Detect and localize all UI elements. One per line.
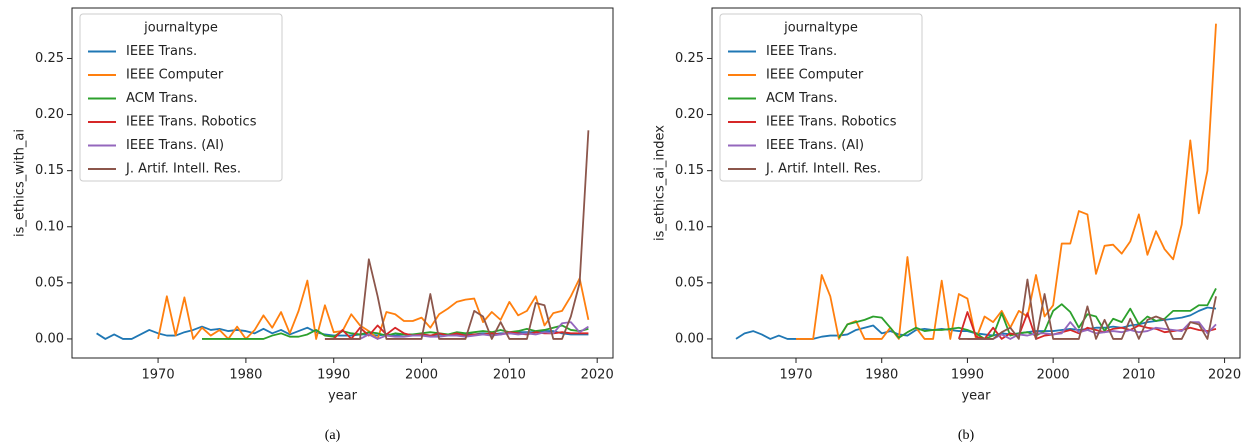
lines bbox=[96, 130, 590, 340]
legend-box bbox=[79, 13, 283, 182]
x-tick-label: 1970 bbox=[142, 368, 175, 383]
y-tick-label: 0.00 bbox=[35, 331, 64, 346]
series-line bbox=[958, 278, 1217, 340]
x-tick-label: 2000 bbox=[405, 368, 438, 383]
x-tick-label: 2020 bbox=[1208, 368, 1241, 383]
y-tick-label: 0.25 bbox=[675, 51, 704, 66]
legend-label: IEEE Trans. (AI) bbox=[126, 138, 224, 153]
x-tick-label: 2020 bbox=[581, 368, 614, 383]
legend-label: IEEE Computer bbox=[126, 68, 224, 83]
legend-label: ACM Trans. bbox=[766, 91, 838, 106]
x-tick-label: 2010 bbox=[1122, 368, 1155, 383]
y-tick-label: 0.15 bbox=[35, 163, 64, 178]
legend-label: ACM Trans. bbox=[126, 91, 198, 106]
legend-title: journaltype bbox=[783, 21, 858, 36]
legend-label: IEEE Trans. bbox=[766, 44, 837, 59]
series-line bbox=[333, 321, 589, 340]
subplot: 1970 1980 1990 2000 2010 2020 0.00 0.05 0.10 0.15… bbox=[653, 7, 1241, 443]
y-tick-label: 0.05 bbox=[35, 275, 64, 290]
y-tick-label: 0.15 bbox=[675, 163, 704, 178]
legend-label: IEEE Trans. Robotics bbox=[126, 115, 257, 130]
legend-label: IEEE Trans. Robotics bbox=[766, 115, 897, 130]
x-tick-label: 1990 bbox=[317, 368, 350, 383]
series-line bbox=[967, 321, 1217, 340]
plot-frame bbox=[71, 7, 614, 359]
series-line bbox=[157, 277, 590, 340]
x-axis-label: year bbox=[328, 389, 358, 404]
legend-label: J. Artif. Intell. Res. bbox=[125, 162, 241, 177]
caption: (a) bbox=[325, 428, 341, 443]
x-tick-label: 2010 bbox=[493, 368, 526, 383]
y-tick-label: 0.10 bbox=[35, 219, 64, 234]
series-line bbox=[324, 130, 590, 340]
subplot: 1970 1980 1990 2000 2010 2020 0.00 0.05 0.10 0.15… bbox=[13, 7, 614, 443]
series-line bbox=[796, 23, 1217, 340]
x-tick-label: 1980 bbox=[229, 368, 262, 383]
x-tick-label: 1990 bbox=[951, 368, 984, 383]
legend-label: IEEE Trans. bbox=[126, 44, 197, 59]
y-tick-label: 0.00 bbox=[675, 331, 704, 346]
series-line bbox=[201, 324, 589, 340]
y-tick-label: 0.10 bbox=[675, 219, 704, 234]
y-axis-label: is_ethics_with_ai bbox=[13, 129, 28, 237]
y-tick-label: 0.20 bbox=[35, 107, 64, 122]
legend-label: J. Artif. Intell. Res. bbox=[765, 162, 881, 177]
x-tick-label: 1970 bbox=[779, 368, 812, 383]
x-axis-label: year bbox=[961, 389, 991, 404]
y-tick-label: 0.05 bbox=[675, 275, 704, 290]
series-line bbox=[324, 324, 589, 340]
y-axis-label: is_ethics_ai_index bbox=[653, 125, 668, 241]
series-line bbox=[957, 311, 1217, 340]
x-tick-label: 2000 bbox=[1037, 368, 1070, 383]
plot-frame bbox=[711, 7, 1241, 359]
series-line bbox=[838, 288, 1217, 340]
legend-box bbox=[719, 13, 923, 182]
caption: (b) bbox=[958, 428, 975, 443]
y-tick-label: 0.25 bbox=[35, 51, 64, 66]
x-tick-label: 1980 bbox=[865, 368, 898, 383]
legend-label: IEEE Trans. (AI) bbox=[766, 138, 864, 153]
legend-title: journaltype bbox=[143, 21, 218, 36]
y-tick-label: 0.20 bbox=[675, 107, 704, 122]
lines bbox=[735, 23, 1217, 340]
legend-label: IEEE Computer bbox=[766, 68, 864, 83]
